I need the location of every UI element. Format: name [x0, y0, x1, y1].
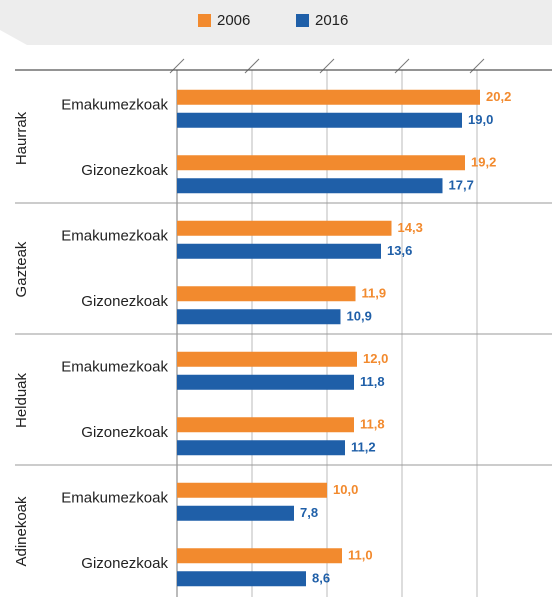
bar [177, 309, 341, 325]
value-label: 13,6 [387, 243, 412, 258]
legend-label: 2016 [315, 12, 348, 29]
value-label: 20,2 [486, 89, 511, 104]
bar [177, 548, 342, 564]
group-label: Gazteak [13, 241, 30, 297]
legend-panel [0, 0, 552, 45]
group-label: Adinekoak [13, 496, 30, 567]
value-label: 10,9 [347, 309, 372, 324]
value-label: 19,2 [471, 155, 496, 170]
legend-label: 2006 [217, 12, 250, 29]
axis-break [169, 58, 185, 74]
category-label: Emakumezkoak [61, 359, 168, 376]
axis-break [469, 58, 485, 74]
bar [177, 286, 356, 302]
category-label: Gizonezkoak [81, 293, 168, 310]
bar [177, 417, 354, 433]
category-label: Gizonezkoak [81, 555, 168, 572]
value-label: 14,3 [398, 220, 423, 235]
bar [177, 374, 354, 390]
value-label: 11,8 [360, 374, 385, 389]
group-label: Helduak [13, 372, 30, 428]
category-label: Gizonezkoak [81, 424, 168, 441]
value-label: 8,6 [312, 571, 330, 586]
value-label: 17,7 [449, 178, 474, 193]
value-label: 19,0 [468, 112, 493, 127]
bar [177, 220, 392, 236]
bar [177, 112, 462, 128]
axis-break [244, 58, 260, 74]
value-label: 11,9 [362, 286, 387, 301]
value-label: 10,0 [333, 482, 358, 497]
category-label: Emakumezkoak [61, 490, 168, 507]
value-label: 12,0 [363, 351, 388, 366]
axis-break [394, 58, 410, 74]
legend-swatch [198, 14, 211, 27]
category-label: Emakumezkoak [61, 228, 168, 245]
group-label: Haurrak [13, 111, 30, 165]
bar [177, 178, 443, 194]
category-label: Emakumezkoak [61, 97, 168, 114]
value-label: 11,0 [348, 548, 373, 563]
bar [177, 505, 294, 521]
bar [177, 482, 327, 498]
axis-break [319, 58, 335, 74]
value-label: 11,8 [360, 417, 385, 432]
category-label: Gizonezkoak [81, 162, 168, 179]
bar [177, 155, 465, 171]
legend-swatch [296, 14, 309, 27]
value-label: 7,8 [300, 505, 318, 520]
bar [177, 243, 381, 259]
bar [177, 440, 345, 456]
bar [177, 351, 357, 367]
bar [177, 571, 306, 587]
bar [177, 89, 480, 105]
value-label: 11,2 [351, 440, 376, 455]
